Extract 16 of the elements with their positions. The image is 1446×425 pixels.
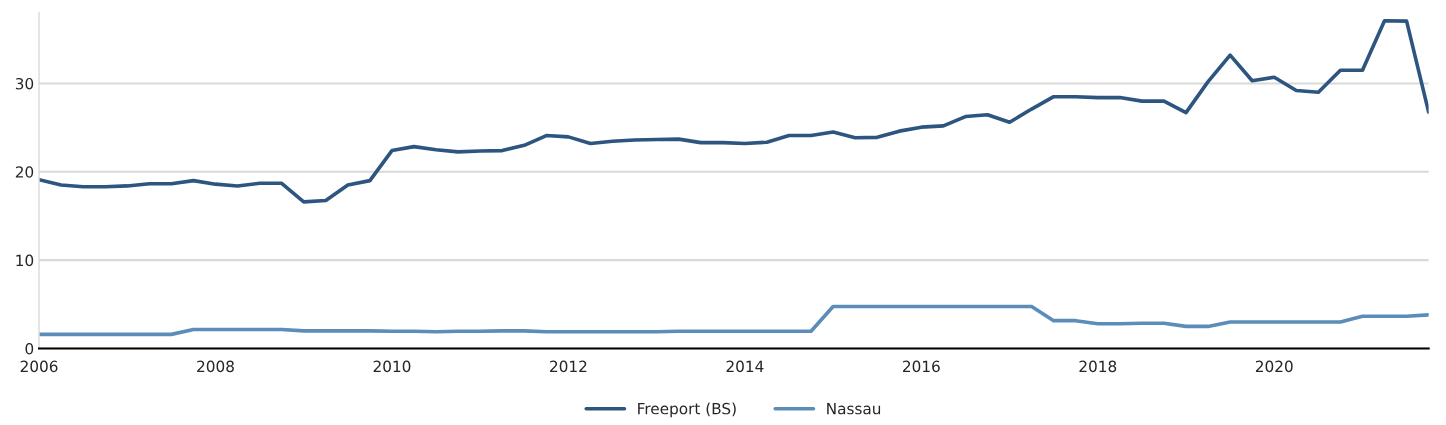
- x-tick-label: 2020: [1255, 360, 1293, 373]
- x-tick-label: 2006: [20, 360, 58, 373]
- x-tick-label: 2016: [903, 360, 940, 373]
- line-series: [39, 18, 1429, 204]
- legend-label: Freeport (BS): [638, 402, 736, 418]
- x-tick-label: 2018: [1079, 360, 1117, 373]
- y-tick-label: 10: [16, 254, 34, 267]
- y-tick-label: 0: [25, 342, 34, 355]
- y-tick-label: 30: [15, 77, 34, 90]
- x-tick-label: 2008: [197, 360, 234, 373]
- x-tick-label: 2014: [726, 360, 764, 373]
- x-tick-label: 2010: [373, 360, 411, 373]
- legend-label: Nassau: [827, 403, 881, 415]
- x-tick-label: 2012: [550, 360, 587, 373]
- y-tick-label: 20: [15, 166, 34, 178]
- line-series: [39, 304, 1429, 337]
